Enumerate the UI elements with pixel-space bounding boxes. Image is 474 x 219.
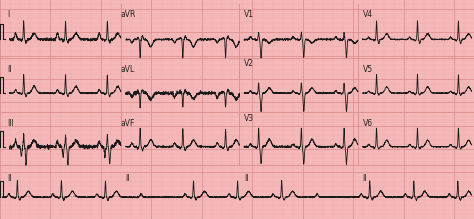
Text: II: II [7, 65, 11, 74]
Text: III: III [7, 119, 14, 128]
Text: V2: V2 [244, 59, 254, 68]
Text: II: II [244, 174, 248, 183]
Text: V5: V5 [363, 65, 373, 74]
Text: II: II [126, 174, 130, 183]
Text: II: II [7, 174, 11, 183]
Text: aVF: aVF [121, 119, 135, 128]
Text: aVL: aVL [121, 65, 135, 74]
Text: aVR: aVR [121, 10, 136, 19]
Text: V6: V6 [363, 119, 373, 128]
Text: V3: V3 [244, 114, 254, 123]
Text: II: II [363, 174, 367, 183]
Text: V1: V1 [244, 10, 254, 19]
Text: V4: V4 [363, 10, 373, 19]
Text: I: I [7, 10, 9, 19]
